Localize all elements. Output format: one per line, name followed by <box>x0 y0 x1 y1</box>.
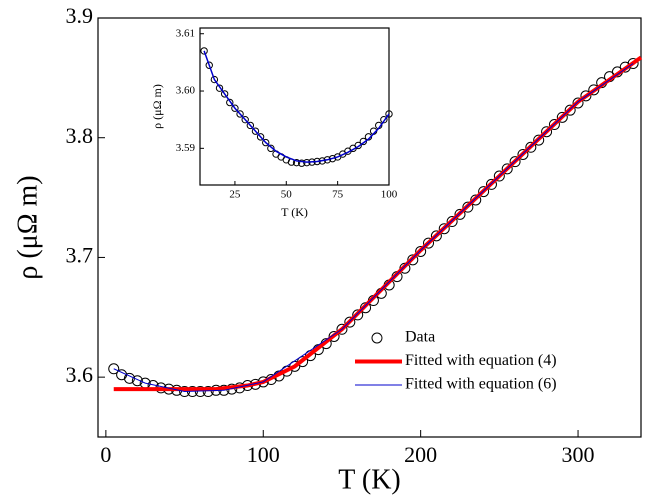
data-point <box>215 84 224 92</box>
data-point <box>501 163 513 175</box>
y-tick-label: 3.8 <box>66 123 94 148</box>
legend-label: Fitted with equation (4) <box>405 352 557 369</box>
x-tick-label: 200 <box>404 442 437 467</box>
data-point <box>108 363 120 375</box>
data-point <box>627 57 639 69</box>
data-point <box>438 223 450 235</box>
data-point <box>352 309 364 321</box>
data-point <box>556 111 568 123</box>
data-point <box>399 262 411 274</box>
data-point <box>354 141 362 150</box>
data-point <box>588 84 600 96</box>
fit-line <box>203 50 390 163</box>
data-point <box>303 158 311 167</box>
data-point <box>328 330 340 342</box>
x-tick-label: 25 <box>229 188 241 200</box>
data-point <box>231 104 239 112</box>
x-tick-label: 100 <box>247 442 280 467</box>
x-tick-label: 50 <box>281 188 293 200</box>
data-point <box>205 61 213 69</box>
y-tick-label: 3.59 <box>176 142 196 154</box>
legend-label: Data <box>405 329 435 346</box>
y-tick-label: 3.6 <box>66 362 94 387</box>
y-axis-label: ρ (μΩ m) <box>150 84 164 129</box>
data-point <box>251 127 260 135</box>
y-tick-label: 3.60 <box>176 85 196 97</box>
data-point <box>415 245 427 257</box>
x-axis-label: T (K) <box>281 205 308 219</box>
data-point <box>430 230 442 242</box>
data-point <box>246 121 255 130</box>
x-tick-label: 100 <box>381 188 398 200</box>
fit-line <box>113 63 634 393</box>
data-point <box>267 144 275 153</box>
data-point <box>297 159 306 167</box>
data-point <box>541 126 553 138</box>
x-tick-label: 0 <box>100 442 111 467</box>
data-point <box>236 110 244 118</box>
x-tick-label: 300 <box>562 442 595 467</box>
data-point <box>533 134 545 146</box>
data-point <box>226 98 234 107</box>
data-point <box>470 194 482 206</box>
data-point <box>572 97 584 109</box>
data-point <box>548 119 560 131</box>
data-point <box>525 141 537 153</box>
legend-symbol <box>371 332 383 344</box>
data-point <box>462 201 474 213</box>
data-point <box>200 47 208 55</box>
data-point <box>202 386 214 398</box>
x-tick-label: 75 <box>332 188 344 200</box>
data-point <box>360 302 372 314</box>
data-point <box>478 186 490 198</box>
data-point <box>454 208 466 220</box>
data-point <box>385 110 393 118</box>
data-point <box>407 254 419 266</box>
data-point <box>485 178 497 190</box>
plot-frame <box>199 27 390 186</box>
data-point <box>241 115 249 124</box>
data-point <box>210 75 219 84</box>
data-point <box>509 156 521 168</box>
y-tick-label: 3.9 <box>66 3 94 28</box>
y-tick-label: 3.7 <box>66 242 94 267</box>
data-point <box>517 148 529 160</box>
x-axis-label: T (K) <box>338 464 400 495</box>
data-point <box>220 90 229 98</box>
y-axis-label: ρ (μΩ m) <box>12 175 43 279</box>
data-point <box>336 323 348 335</box>
data-point <box>580 90 592 102</box>
data-point <box>292 158 301 167</box>
data-point <box>131 375 143 387</box>
data-point <box>380 115 388 124</box>
legend-label: Fitted with equation (6) <box>405 376 557 393</box>
data-point <box>564 104 576 116</box>
data-point <box>344 316 356 328</box>
y-tick-label: 3.61 <box>176 27 195 39</box>
data-point <box>256 133 265 141</box>
data-point <box>493 170 505 182</box>
data-point <box>446 216 458 228</box>
data-point <box>423 237 435 249</box>
data-point <box>262 138 270 147</box>
